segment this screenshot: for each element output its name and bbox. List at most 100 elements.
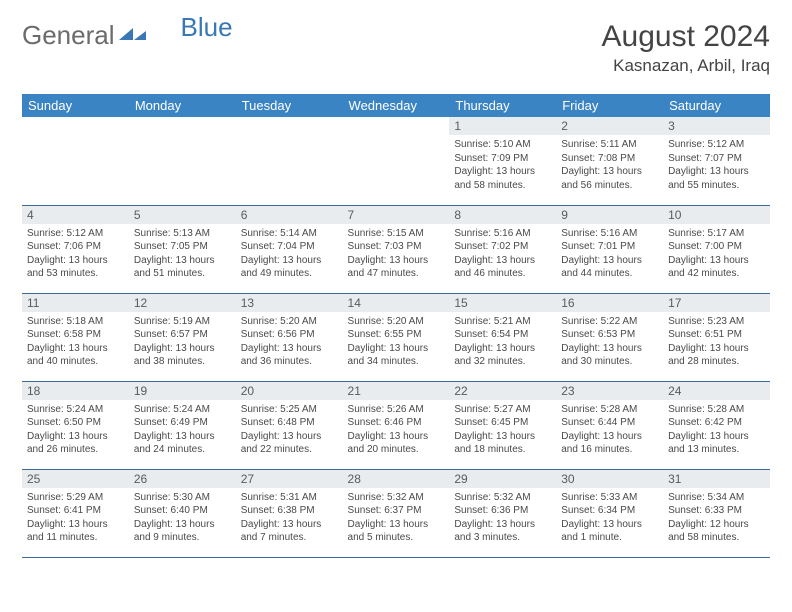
- calendar-day-cell: 31Sunrise: 5:34 AMSunset: 6:33 PMDayligh…: [663, 469, 770, 557]
- day-number: 1: [449, 117, 556, 135]
- day-details: Sunrise: 5:10 AMSunset: 7:09 PMDaylight:…: [449, 135, 556, 196]
- day-number: 14: [343, 294, 450, 312]
- day-number: 26: [129, 470, 236, 488]
- calendar-week-row: 1Sunrise: 5:10 AMSunset: 7:09 PMDaylight…: [22, 117, 770, 205]
- calendar-day-cell: 19Sunrise: 5:24 AMSunset: 6:49 PMDayligh…: [129, 381, 236, 469]
- day-details: Sunrise: 5:33 AMSunset: 6:34 PMDaylight:…: [556, 488, 663, 549]
- calendar-day-cell: 8Sunrise: 5:16 AMSunset: 7:02 PMDaylight…: [449, 205, 556, 293]
- day-number: 23: [556, 382, 663, 400]
- day-details: Sunrise: 5:15 AMSunset: 7:03 PMDaylight:…: [343, 224, 450, 285]
- day-details: Sunrise: 5:24 AMSunset: 6:49 PMDaylight:…: [129, 400, 236, 461]
- day-details: Sunrise: 5:20 AMSunset: 6:56 PMDaylight:…: [236, 312, 343, 373]
- weekday-header: Wednesday: [343, 94, 450, 117]
- day-details: Sunrise: 5:26 AMSunset: 6:46 PMDaylight:…: [343, 400, 450, 461]
- logo: General Blue: [22, 20, 233, 51]
- calendar-day-cell: 4Sunrise: 5:12 AMSunset: 7:06 PMDaylight…: [22, 205, 129, 293]
- day-number: 29: [449, 470, 556, 488]
- calendar-day-cell: 26Sunrise: 5:30 AMSunset: 6:40 PMDayligh…: [129, 469, 236, 557]
- calendar-week-row: 18Sunrise: 5:24 AMSunset: 6:50 PMDayligh…: [22, 381, 770, 469]
- day-number: 11: [22, 294, 129, 312]
- logo-icon: [119, 20, 147, 51]
- calendar-day-cell: 3Sunrise: 5:12 AMSunset: 7:07 PMDaylight…: [663, 117, 770, 205]
- day-number: 6: [236, 206, 343, 224]
- day-details: Sunrise: 5:12 AMSunset: 7:07 PMDaylight:…: [663, 135, 770, 196]
- day-number: 9: [556, 206, 663, 224]
- day-details: Sunrise: 5:18 AMSunset: 6:58 PMDaylight:…: [22, 312, 129, 373]
- day-details: Sunrise: 5:20 AMSunset: 6:55 PMDaylight:…: [343, 312, 450, 373]
- calendar-empty-cell: [343, 117, 450, 205]
- weekday-header: Friday: [556, 94, 663, 117]
- calendar-day-cell: 30Sunrise: 5:33 AMSunset: 6:34 PMDayligh…: [556, 469, 663, 557]
- calendar-day-cell: 21Sunrise: 5:26 AMSunset: 6:46 PMDayligh…: [343, 381, 450, 469]
- day-number: 18: [22, 382, 129, 400]
- location: Kasnazan, Arbil, Iraq: [602, 56, 770, 76]
- day-number: 17: [663, 294, 770, 312]
- day-number: 4: [22, 206, 129, 224]
- weekday-header: Sunday: [22, 94, 129, 117]
- calendar-empty-cell: [236, 117, 343, 205]
- day-number: 20: [236, 382, 343, 400]
- day-details: Sunrise: 5:34 AMSunset: 6:33 PMDaylight:…: [663, 488, 770, 549]
- day-details: Sunrise: 5:14 AMSunset: 7:04 PMDaylight:…: [236, 224, 343, 285]
- calendar-body: 1Sunrise: 5:10 AMSunset: 7:09 PMDaylight…: [22, 117, 770, 557]
- day-details: Sunrise: 5:30 AMSunset: 6:40 PMDaylight:…: [129, 488, 236, 549]
- day-details: Sunrise: 5:32 AMSunset: 6:36 PMDaylight:…: [449, 488, 556, 549]
- logo-text-blue: Blue: [181, 12, 233, 43]
- day-number: 10: [663, 206, 770, 224]
- calendar-day-cell: 27Sunrise: 5:31 AMSunset: 6:38 PMDayligh…: [236, 469, 343, 557]
- calendar-empty-cell: [129, 117, 236, 205]
- calendar-week-row: 11Sunrise: 5:18 AMSunset: 6:58 PMDayligh…: [22, 293, 770, 381]
- calendar-day-cell: 13Sunrise: 5:20 AMSunset: 6:56 PMDayligh…: [236, 293, 343, 381]
- day-details: Sunrise: 5:27 AMSunset: 6:45 PMDaylight:…: [449, 400, 556, 461]
- day-number: 19: [129, 382, 236, 400]
- calendar-day-cell: 11Sunrise: 5:18 AMSunset: 6:58 PMDayligh…: [22, 293, 129, 381]
- day-number: 25: [22, 470, 129, 488]
- day-details: Sunrise: 5:31 AMSunset: 6:38 PMDaylight:…: [236, 488, 343, 549]
- day-number: 22: [449, 382, 556, 400]
- day-details: Sunrise: 5:24 AMSunset: 6:50 PMDaylight:…: [22, 400, 129, 461]
- calendar-day-cell: 10Sunrise: 5:17 AMSunset: 7:00 PMDayligh…: [663, 205, 770, 293]
- day-number: 16: [556, 294, 663, 312]
- day-number: 15: [449, 294, 556, 312]
- day-details: Sunrise: 5:28 AMSunset: 6:44 PMDaylight:…: [556, 400, 663, 461]
- day-details: Sunrise: 5:16 AMSunset: 7:01 PMDaylight:…: [556, 224, 663, 285]
- calendar-day-cell: 29Sunrise: 5:32 AMSunset: 6:36 PMDayligh…: [449, 469, 556, 557]
- day-number: 13: [236, 294, 343, 312]
- header: General Blue August 2024 Kasnazan, Arbil…: [22, 20, 770, 76]
- calendar-week-row: 4Sunrise: 5:12 AMSunset: 7:06 PMDaylight…: [22, 205, 770, 293]
- day-details: Sunrise: 5:13 AMSunset: 7:05 PMDaylight:…: [129, 224, 236, 285]
- calendar-table: SundayMondayTuesdayWednesdayThursdayFrid…: [22, 94, 770, 558]
- calendar-day-cell: 23Sunrise: 5:28 AMSunset: 6:44 PMDayligh…: [556, 381, 663, 469]
- weekday-header: Tuesday: [236, 94, 343, 117]
- day-number: 21: [343, 382, 450, 400]
- calendar-day-cell: 12Sunrise: 5:19 AMSunset: 6:57 PMDayligh…: [129, 293, 236, 381]
- calendar-empty-cell: [22, 117, 129, 205]
- day-details: Sunrise: 5:32 AMSunset: 6:37 PMDaylight:…: [343, 488, 450, 549]
- day-number: 27: [236, 470, 343, 488]
- calendar-day-cell: 15Sunrise: 5:21 AMSunset: 6:54 PMDayligh…: [449, 293, 556, 381]
- day-number: 12: [129, 294, 236, 312]
- calendar-day-cell: 14Sunrise: 5:20 AMSunset: 6:55 PMDayligh…: [343, 293, 450, 381]
- day-number: 28: [343, 470, 450, 488]
- day-details: Sunrise: 5:11 AMSunset: 7:08 PMDaylight:…: [556, 135, 663, 196]
- day-number: 3: [663, 117, 770, 135]
- calendar-day-cell: 20Sunrise: 5:25 AMSunset: 6:48 PMDayligh…: [236, 381, 343, 469]
- day-number: 30: [556, 470, 663, 488]
- title-block: August 2024 Kasnazan, Arbil, Iraq: [602, 20, 770, 76]
- day-number: 5: [129, 206, 236, 224]
- calendar-day-cell: 1Sunrise: 5:10 AMSunset: 7:09 PMDaylight…: [449, 117, 556, 205]
- day-details: Sunrise: 5:25 AMSunset: 6:48 PMDaylight:…: [236, 400, 343, 461]
- day-details: Sunrise: 5:28 AMSunset: 6:42 PMDaylight:…: [663, 400, 770, 461]
- day-number: 2: [556, 117, 663, 135]
- day-details: Sunrise: 5:19 AMSunset: 6:57 PMDaylight:…: [129, 312, 236, 373]
- day-details: Sunrise: 5:21 AMSunset: 6:54 PMDaylight:…: [449, 312, 556, 373]
- calendar-day-cell: 18Sunrise: 5:24 AMSunset: 6:50 PMDayligh…: [22, 381, 129, 469]
- calendar-day-cell: 22Sunrise: 5:27 AMSunset: 6:45 PMDayligh…: [449, 381, 556, 469]
- day-number: 24: [663, 382, 770, 400]
- day-details: Sunrise: 5:22 AMSunset: 6:53 PMDaylight:…: [556, 312, 663, 373]
- day-number: 8: [449, 206, 556, 224]
- month-title: August 2024: [602, 20, 770, 54]
- calendar-day-cell: 16Sunrise: 5:22 AMSunset: 6:53 PMDayligh…: [556, 293, 663, 381]
- day-number: 31: [663, 470, 770, 488]
- weekday-header-row: SundayMondayTuesdayWednesdayThursdayFrid…: [22, 94, 770, 117]
